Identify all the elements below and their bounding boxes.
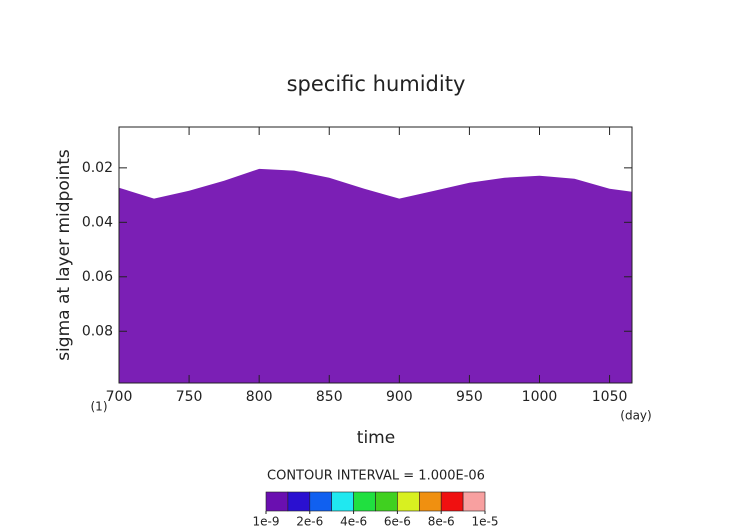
colorbar-label: 1e-5 (472, 515, 499, 529)
colorbar-box (287, 491, 311, 512)
x-tick-label: 800 (246, 389, 273, 405)
x-tick-label: 850 (316, 389, 343, 405)
colorbar-label: 2e-6 (296, 515, 323, 529)
colorbar-label: 6e-6 (384, 515, 411, 529)
chart-title: specific humidity (287, 72, 466, 96)
y-axis-label: sigma at layer midpoints (54, 149, 74, 361)
y-tick-label: 0.04 (82, 214, 113, 230)
colorbar-box (331, 491, 354, 512)
area (119, 168, 632, 383)
x-tick-label: 700 (106, 389, 133, 405)
x-tick-label: 1000 (522, 389, 558, 405)
colorbar-box (265, 491, 289, 512)
colorbar-box (309, 491, 332, 512)
y-tick-label: 0.08 (82, 323, 113, 339)
colorbar-box (375, 491, 398, 512)
origin-label: (1) (91, 400, 108, 414)
colorbar-box (397, 491, 420, 512)
colorbar-box (418, 491, 442, 512)
contour-interval: CONTOUR INTERVAL = 1.000E-06 (267, 469, 485, 484)
y-tick-label: 0.06 (82, 269, 113, 285)
colorbar-label: 8e-6 (428, 515, 455, 529)
colorbar-box (440, 491, 464, 512)
x-axis-label: time (357, 428, 395, 448)
colorbar-label: 1e-9 (253, 515, 280, 529)
x-tick-label: 750 (176, 389, 203, 405)
x-tick-label: 1050 (592, 389, 628, 405)
x-tick-label: 950 (456, 389, 483, 405)
x-tick-label: 900 (386, 389, 413, 405)
colorbar-box (462, 491, 486, 512)
colorbar-label: 4e-6 (340, 515, 367, 529)
colorbar-box (353, 491, 376, 512)
y-tick-label: 0.02 (82, 160, 113, 176)
x-unit: (day) (620, 409, 651, 423)
plot-frame (118, 126, 633, 384)
